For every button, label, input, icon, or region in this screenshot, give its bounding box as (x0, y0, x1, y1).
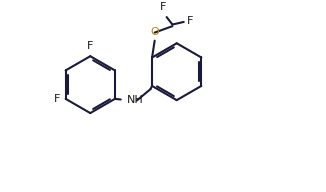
Text: F: F (87, 41, 94, 51)
Text: F: F (53, 94, 60, 104)
Text: F: F (159, 2, 166, 12)
Text: F: F (187, 16, 193, 26)
Text: O: O (150, 27, 159, 37)
Text: NH: NH (127, 95, 144, 105)
